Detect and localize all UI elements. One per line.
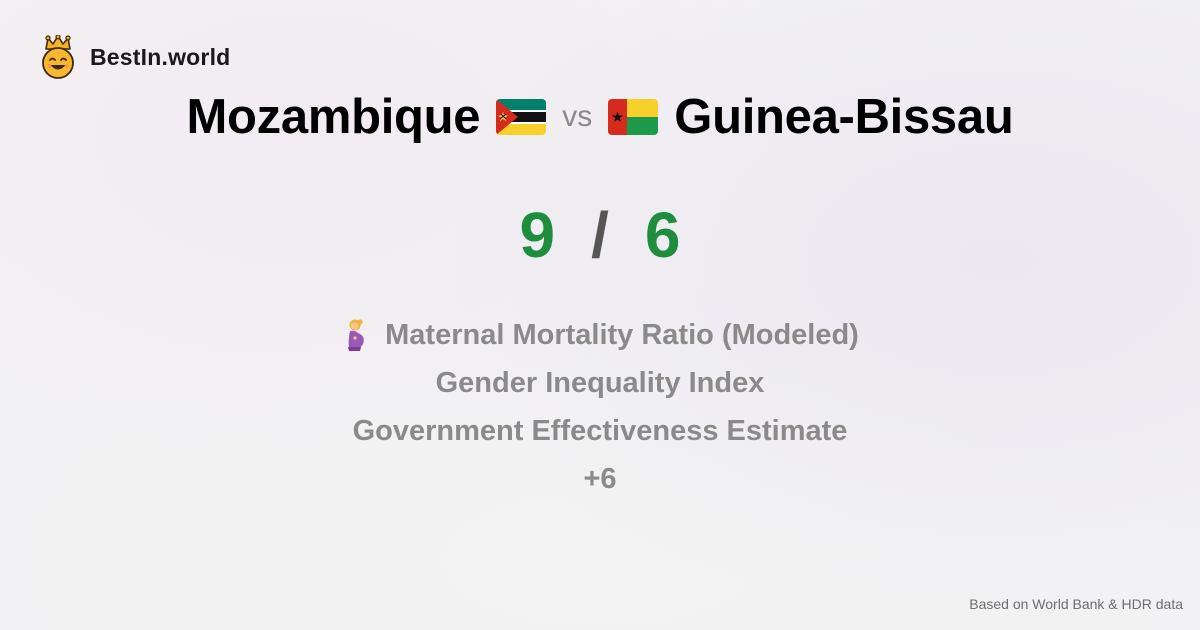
score-country-a: 9 xyxy=(519,199,556,271)
metric-label: Government Effectiveness Estimate xyxy=(352,414,848,447)
vs-label: vs xyxy=(562,100,593,133)
country-b-name[interactable]: Guinea-Bissau xyxy=(674,90,1014,144)
metric-label: Gender Inequality Index xyxy=(435,366,765,399)
metric-item[interactable]: Gender Inequality Index xyxy=(436,359,765,407)
more-metrics-label: +6 xyxy=(583,462,617,495)
pregnant-woman-icon xyxy=(348,319,364,351)
guinea-bissau-flag-icon xyxy=(608,99,659,135)
brand-name: BestIn.world xyxy=(90,43,231,70)
metric-item[interactable]: Maternal Mortality Ratio (Modeled) xyxy=(341,311,859,359)
score-country-b: 6 xyxy=(644,199,681,271)
mozambique-flag-icon xyxy=(496,99,547,135)
smiling-crown-face-icon xyxy=(42,35,74,79)
country-a-name[interactable]: Mozambique xyxy=(186,90,481,144)
more-metrics-count[interactable]: +6 xyxy=(583,455,616,503)
score-separator: / xyxy=(591,199,609,271)
data-source-note: Based on World Bank & HDR data xyxy=(969,596,1183,612)
metric-label: Maternal Mortality Ratio (Modeled) xyxy=(385,318,859,351)
score: 9 / 6 xyxy=(0,190,1200,280)
metrics-list: Maternal Mortality Ratio (Modeled) Gende… xyxy=(0,311,1200,503)
brand[interactable]: BestIn.world xyxy=(38,35,230,79)
comparison-title: Mozambique vs Guinea-Bissau xyxy=(0,82,1200,152)
metric-item[interactable]: Government Effectiveness Estimate xyxy=(353,407,848,455)
